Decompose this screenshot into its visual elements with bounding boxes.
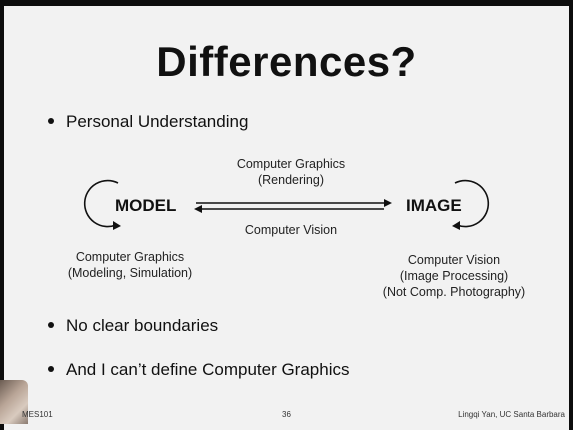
- bullet-text: No clear boundaries: [66, 316, 218, 335]
- left-caption-line2: (Modeling, Simulation): [55, 265, 205, 281]
- bullet-cant-define: And I can’t define Computer Graphics: [48, 360, 349, 380]
- right-loop-arrowhead: [452, 221, 460, 230]
- right-caption-line2: (Image Processing): [372, 268, 536, 284]
- right-caption: Computer Vision (Image Processing) (Not …: [372, 252, 536, 300]
- left-loop-arrowhead: [113, 221, 121, 230]
- image-node: IMAGE: [406, 196, 462, 216]
- vision-label: Computer Vision: [221, 222, 361, 238]
- bullet-text: And I can’t define Computer Graphics: [66, 360, 349, 379]
- bullet-dot-icon: [48, 322, 54, 328]
- right-caption-line3: (Not Comp. Photography): [372, 284, 536, 300]
- model-node: MODEL: [115, 196, 176, 216]
- rendering-label: Computer Graphics (Rendering): [221, 156, 361, 188]
- vision-arrowhead: [194, 205, 202, 213]
- right-caption-line1: Computer Vision: [372, 252, 536, 268]
- left-caption: Computer Graphics (Modeling, Simulation): [55, 249, 205, 281]
- left-caption-line1: Computer Graphics: [55, 249, 205, 265]
- rendering-label-line1: Computer Graphics: [221, 156, 361, 172]
- left-loop-arrow: [85, 181, 118, 227]
- rendering-label-line2: (Rendering): [221, 172, 361, 188]
- footer-author: Lingqi Yan, UC Santa Barbara: [458, 410, 565, 419]
- bullet-dot-icon: [48, 366, 54, 372]
- bullet-no-clear-boundaries: No clear boundaries: [48, 316, 218, 336]
- rendering-arrowhead: [384, 199, 392, 207]
